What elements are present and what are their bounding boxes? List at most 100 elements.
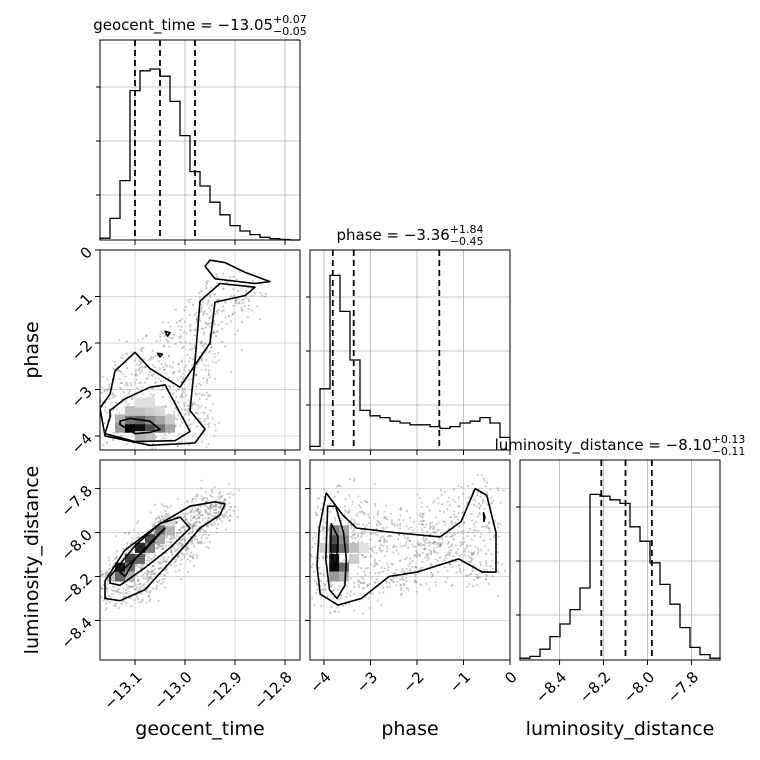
scatter-point (183, 320, 186, 323)
scatter-point (193, 538, 197, 541)
scatter-point (228, 519, 231, 522)
scatter-point (125, 340, 128, 343)
scatter-point (396, 580, 399, 583)
y-tick-label: −8.4 (58, 614, 96, 652)
x-axis-label-phase: phase (381, 718, 438, 740)
scatter-point (213, 319, 216, 323)
scatter-point (472, 551, 475, 554)
scatter-point (199, 510, 202, 513)
scatter-point (363, 511, 366, 514)
scatter-point (386, 518, 389, 521)
scatter-point (451, 522, 454, 525)
scatter-point (208, 512, 211, 515)
scatter-point (186, 513, 189, 516)
scatter-point (139, 585, 142, 589)
scatter-point (468, 556, 472, 559)
scatter-point (410, 526, 413, 529)
scatter-point (417, 541, 420, 544)
scatter-point (149, 577, 152, 580)
y-tick-label: −7.8 (58, 482, 96, 520)
scatter-point (333, 495, 336, 498)
scatter-point (420, 522, 424, 526)
scatter-point (322, 556, 325, 560)
scatter-point (364, 555, 367, 559)
scatter-point (153, 555, 156, 558)
scatter-point (433, 546, 436, 549)
scatter-point (194, 497, 198, 500)
scatter-point (181, 394, 184, 398)
scatter-point (483, 507, 486, 510)
density-cell (155, 534, 165, 545)
scatter-point (450, 520, 453, 523)
scatter-point (425, 553, 428, 556)
scatter-point (162, 395, 165, 398)
scatter-point (180, 558, 183, 561)
scatter-point (346, 592, 349, 595)
scatter-point (210, 488, 213, 491)
scatter-point (195, 524, 198, 527)
y-axis-label-phase: phase (21, 321, 43, 378)
scatter-point (141, 337, 144, 340)
scatter-point (469, 572, 472, 575)
scatter-point (460, 541, 463, 544)
scatter-point (180, 538, 184, 541)
scatter-point (205, 496, 209, 499)
scatter-point (167, 513, 170, 516)
scatter-point (484, 485, 487, 488)
scatter-point (155, 584, 159, 588)
scatter-point (305, 568, 307, 570)
scatter-point (477, 530, 480, 533)
scatter-point (460, 553, 463, 556)
scatter-point (175, 521, 178, 524)
scatter-point (418, 572, 421, 575)
scatter-point (496, 569, 500, 572)
scatter-point (340, 594, 343, 597)
scatter-point (458, 569, 461, 573)
scatter-point (127, 532, 130, 535)
scatter-point (487, 520, 491, 524)
scatter-point (191, 509, 194, 512)
scatter-point (205, 281, 208, 284)
scatter-point (206, 414, 209, 418)
scatter-point (486, 503, 489, 506)
scatter-point (186, 545, 189, 548)
scatter-point (405, 579, 408, 583)
scatter-point (214, 504, 217, 507)
histogram-panel-luminosity_distance (516, 459, 721, 661)
scatter-point (204, 343, 207, 346)
scatter-point (459, 544, 462, 547)
scatter-point (229, 276, 232, 279)
scatter-point (196, 538, 199, 541)
scatter-point (116, 550, 119, 553)
scatter-point (375, 524, 379, 527)
scatter-point (436, 542, 439, 545)
scatter-point (163, 574, 166, 577)
scatter-point (454, 516, 457, 519)
scatter-point (457, 496, 460, 499)
scatter-point (179, 395, 182, 398)
scatter-point (448, 504, 451, 507)
scatter-point (189, 348, 192, 351)
scatter-point (384, 554, 387, 557)
scatter-point (448, 554, 451, 557)
scatter-point (119, 386, 122, 389)
scatter-point (181, 552, 184, 555)
scatter-point (434, 523, 437, 526)
scatter-point (179, 424, 182, 427)
scatter-point (190, 347, 193, 350)
scatter-point (474, 499, 477, 502)
scatter-point (373, 582, 377, 585)
scatter-point (191, 402, 194, 405)
scatter-point (331, 589, 334, 593)
scatter-point (101, 573, 104, 576)
scatter-point (379, 543, 382, 547)
scatter-point (197, 521, 200, 524)
scatter-point (489, 488, 492, 491)
scatter-point (371, 549, 374, 552)
x-tick-label: −7.8 (664, 668, 702, 706)
scatter-point (167, 321, 170, 324)
scatter-point (210, 305, 213, 308)
scatter-point (223, 513, 226, 517)
scatter-point (344, 497, 347, 501)
scatter-point (471, 585, 474, 588)
